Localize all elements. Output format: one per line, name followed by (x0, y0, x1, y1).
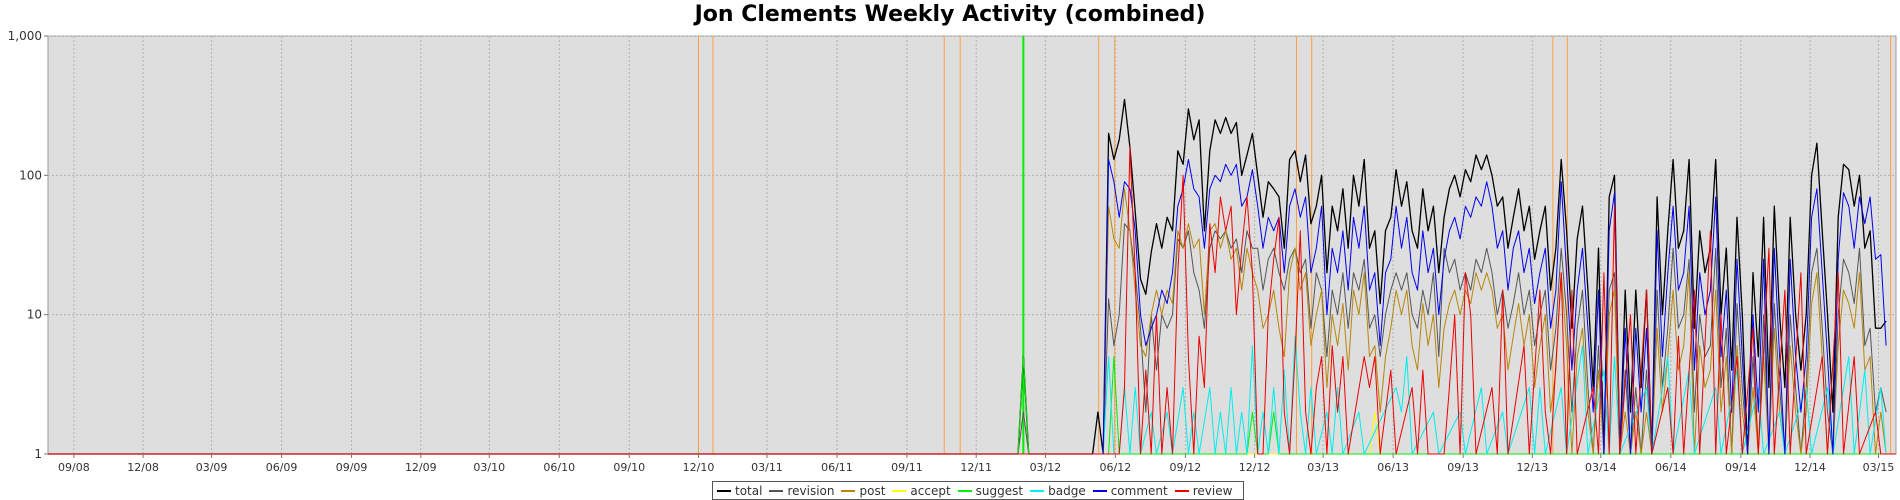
x-tick-label-22: 03/14 (1585, 461, 1617, 474)
legend-item-total: total (717, 484, 762, 498)
legend-swatch-post (841, 489, 856, 492)
legend-item-review: review (1174, 483, 1233, 498)
x-tick-label-25: 12/14 (1794, 461, 1826, 474)
legend: total revision post accept suggest badge comme… (712, 481, 1245, 500)
grid-lines (48, 35, 1896, 454)
legend-item-post: post (841, 484, 885, 498)
chart-title: Jon Clements Weekly Activity (combined) (694, 2, 1206, 27)
x-tick-label-11: 06/11 (821, 461, 853, 474)
y-tick-label-3: 1,000 (8, 29, 42, 43)
series-line-revision (48, 223, 1887, 455)
x-tick-label-15: 06/12 (1100, 461, 1132, 474)
x-tick-label-23: 06/14 (1655, 461, 1687, 474)
legend-label-badge: badge (1048, 483, 1086, 498)
legend-label-suggest: suggest (975, 483, 1024, 498)
x-tick-label-17: 12/12 (1239, 461, 1271, 474)
x-tick-label-1: 12/08 (127, 461, 159, 474)
legend-swatch-review (1174, 489, 1189, 492)
legend-swatch-comment (1092, 489, 1107, 492)
series-line-review (48, 146, 1896, 455)
x-tick-label-7: 06/10 (543, 461, 575, 474)
legend-swatch-total (717, 489, 731, 492)
legend-item-comment: comment (1092, 483, 1168, 498)
x-tick-label-20: 09/13 (1447, 461, 1479, 474)
x-tick-label-2: 03/09 (196, 461, 228, 474)
x-tick-label-18: 03/13 (1307, 461, 1339, 474)
legend-label-comment: comment (1110, 483, 1168, 498)
x-tick-label-0: 09/08 (58, 461, 90, 474)
x-tick-label-16: 09/12 (1170, 461, 1202, 474)
series-lines (48, 98, 1896, 455)
legend-label-total: total (735, 483, 763, 498)
legend-label-review: review (1192, 483, 1233, 498)
legend-item-revision: revision (769, 484, 834, 498)
axes: 09/08 12/08 03/09 06/09 09/09 12/09 03/10 06/10… (8, 29, 1895, 474)
x-tick-label-4: 09/09 (336, 461, 368, 474)
legend-item-suggest: suggest (957, 483, 1024, 498)
legend-swatch-revision (769, 489, 784, 492)
legend-item-badge: badge (1030, 484, 1086, 498)
legend-label-post: post (859, 483, 886, 498)
legend-swatch-suggest (957, 489, 972, 492)
legend-swatch-accept (892, 489, 907, 492)
series-line-post (48, 188, 1887, 455)
x-tick-label-24: 09/14 (1725, 461, 1757, 474)
x-tick-label-9: 12/10 (683, 461, 715, 474)
legend-label-revision: revision (787, 483, 835, 498)
x-tick-label-26: 03/15 (1863, 461, 1895, 474)
legend-label-accept: accept (910, 483, 951, 498)
x-tick-label-10: 03/11 (751, 461, 783, 474)
legend-swatch-badge (1030, 489, 1045, 492)
legend-item-accept: accept (892, 483, 951, 498)
y-tick-label-0: 1 (34, 447, 42, 461)
x-tick-label-5: 12/09 (405, 461, 437, 474)
y-tick-label-1: 10 (27, 308, 42, 322)
x-tick-label-19: 06/13 (1377, 461, 1409, 474)
x-tick-label-6: 03/10 (473, 461, 505, 474)
x-tick-label-14: 03/12 (1030, 461, 1062, 474)
y-tick-label-2: 100 (19, 168, 42, 182)
series-line-suggest (48, 356, 1896, 455)
x-tick-label-21: 12/13 (1516, 461, 1548, 474)
x-tick-label-12: 09/11 (891, 461, 923, 474)
x-tick-label-13: 12/11 (960, 461, 992, 474)
x-tick-label-3: 06/09 (266, 461, 298, 474)
x-tick-label-8: 09/10 (613, 461, 645, 474)
series-line-comment (48, 159, 1887, 455)
